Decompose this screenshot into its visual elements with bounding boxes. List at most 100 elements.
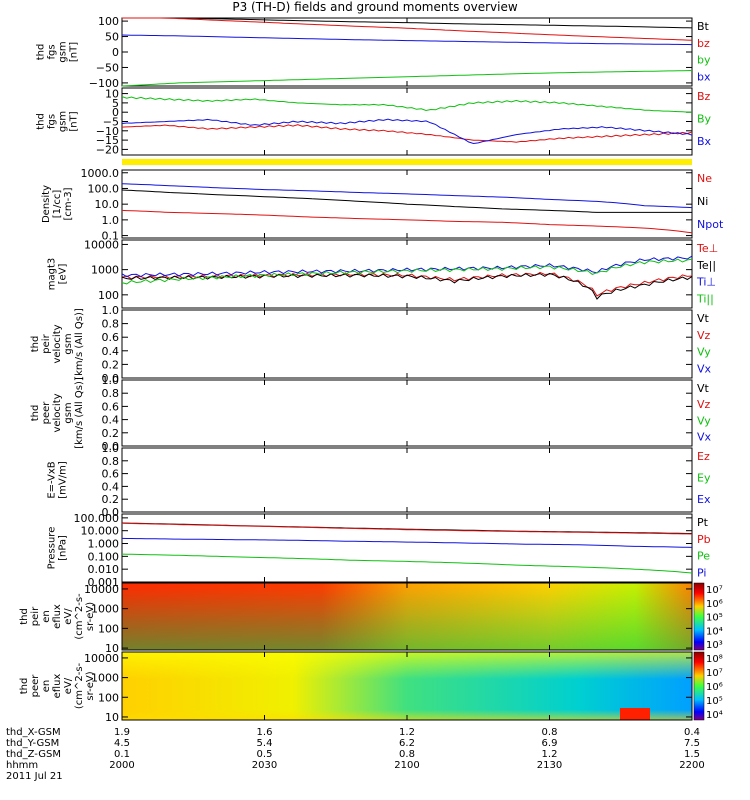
legend-by: by <box>697 54 711 67</box>
panel-ylabel-line: [km/s (All Qs)] <box>74 377 85 449</box>
ephemeris-value: 1.5 <box>684 749 700 760</box>
ytick-label: 1.0 <box>102 374 120 387</box>
ytick-label: 1.0 <box>102 304 120 317</box>
spectrogram-overlay-8 <box>122 583 692 650</box>
panel-ylabel-line: sr-eV) <box>85 671 96 700</box>
chart-title: P3 (TH-D) fields and ground moments over… <box>232 0 518 14</box>
panel-ylabel-line: peir <box>30 606 41 626</box>
legend-Vz: Vz <box>697 329 711 342</box>
panel-frame-3 <box>121 239 693 309</box>
legend-Te||: Te|| <box>696 259 716 272</box>
panel-ylabel: Density[1/cc][cm-3] <box>41 185 74 223</box>
panel-ylabel-line: eflux <box>52 604 63 629</box>
ytick-label: 10000 <box>84 583 119 596</box>
spectrogram-hotspot <box>620 708 650 720</box>
panel-ylabel-line: eV/ <box>63 608 74 625</box>
panel-ylabel: thdpeerenefluxeV/(cm^2-s-sr-eV) <box>19 662 96 709</box>
ytick-label: 0.2 <box>102 358 120 371</box>
legend-Ni: Ni <box>697 195 708 208</box>
panel-ylabel-line: sr-eV) <box>85 602 96 631</box>
colorbar-label: 10⁷ <box>706 585 723 596</box>
legend-Ey: Ey <box>697 471 711 484</box>
legend-By: By <box>697 113 712 126</box>
series-Pt <box>121 522 692 534</box>
panel-ylabel-line: gsm <box>58 111 69 132</box>
series-Ti|| <box>121 258 693 285</box>
ytick-label: 10.000 <box>81 525 120 538</box>
panel-ylabel-line: [nT] <box>69 111 80 131</box>
panel-ylabel-line: en <box>41 680 52 693</box>
panel-ylabel-line: E=-VxB <box>47 461 58 498</box>
mode-bar <box>122 159 692 165</box>
ephemeris-value: 6.2 <box>399 738 415 749</box>
series-bx <box>121 34 693 46</box>
ytick-label: 0.0 <box>102 372 120 385</box>
ytick-label: 100 <box>98 622 119 635</box>
ytick-label: 0.010 <box>88 563 120 576</box>
ephemeris-value: 7.5 <box>684 738 700 749</box>
ytick-label: 5 <box>112 97 119 110</box>
ytick-label: 100 <box>98 289 119 302</box>
ytick-label: 0 <box>112 106 119 119</box>
legend-Vz: Vz <box>697 398 711 411</box>
ephemeris-label: hhmm <box>6 760 38 771</box>
ytick-label: 0.100 <box>88 550 120 563</box>
legend-Ez: Ez <box>697 450 710 463</box>
ephemeris-value: 4.5 <box>114 738 130 749</box>
ephemeris-value: 2030 <box>252 760 277 771</box>
panel-frame-7 <box>121 513 693 583</box>
ephemeris-value: 0.1 <box>114 749 130 760</box>
legend-Pt: Pt <box>697 516 709 529</box>
ytick-label: −20 <box>96 143 119 156</box>
panel-ylabel-line: thd <box>36 113 47 130</box>
panel-ylabel: E=-VxB[mV/m] <box>47 461 69 499</box>
ephemeris-value: 2200 <box>679 760 704 771</box>
legend-Vt: Vt <box>697 382 710 395</box>
ephemeris-value: 6.9 <box>542 738 558 749</box>
ytick-label: 0.001 <box>88 576 120 589</box>
series-by <box>121 70 693 87</box>
panel-ylabel-line: thd <box>19 608 30 625</box>
panel-ylabel-line: gsm <box>63 333 74 354</box>
panel-ylabel-line: Pressure <box>47 527 58 570</box>
ytick-label: 0.2 <box>102 427 120 440</box>
panel-ylabel-line: velocity <box>52 393 63 432</box>
ephemeris-label: thd_Z-GSM <box>6 749 61 760</box>
ytick-label: 1000 <box>91 264 119 277</box>
ytick-label: 10 <box>105 711 119 724</box>
panel-frame-1 <box>121 87 693 156</box>
colorbar-label: 10⁵ <box>706 696 723 707</box>
ephemeris-value: 2000 <box>109 760 134 771</box>
ytick-label: 10000 <box>84 238 119 251</box>
panel-frame-6 <box>121 447 693 513</box>
ytick-label: 0 <box>112 46 119 59</box>
panel-ylabel-line: fgs <box>47 114 58 129</box>
legend-Vy: Vy <box>697 414 711 427</box>
ephemeris-value: 1.2 <box>542 749 558 760</box>
series-Te|| <box>121 272 693 300</box>
series-Npot <box>121 183 693 209</box>
ytick-label: 1.0 <box>102 214 120 227</box>
ytick-label: 10000 <box>84 652 119 665</box>
panel-ylabel-line: [nT] <box>69 42 80 62</box>
panel-ylabel: thdpeirvelocitygsm[km/s (All Qs)] <box>30 308 85 380</box>
ephemeris-value: 2130 <box>537 760 562 771</box>
panel-ylabel-line: gsm <box>58 41 69 62</box>
panel-ylabel-line: (cm^2-s- <box>74 662 85 709</box>
ytick-label: 100 <box>98 691 119 704</box>
legend-Bz: Bz <box>697 90 711 103</box>
series-Bt <box>122 17 693 29</box>
ytick-label: 1000.0 <box>81 167 120 180</box>
ytick-label: 50 <box>105 31 119 44</box>
panel-ylabel-line: thd <box>30 405 41 422</box>
panel-ylabel-line: peir <box>41 333 52 353</box>
ytick-label: 0.6 <box>102 331 120 344</box>
ephemeris-value: 2100 <box>394 760 419 771</box>
colorbar-label: 10⁶ <box>706 599 723 610</box>
ytick-label: 0.2 <box>102 493 120 506</box>
panel-ylabel-line: [km/s (All Qs)] <box>74 308 85 380</box>
panel-ylabel: Pressure[nPa] <box>47 527 69 570</box>
legend-Pb: Pb <box>697 533 711 546</box>
ytick-label: −100 <box>89 77 119 90</box>
legend-Ne: Ne <box>697 172 712 185</box>
